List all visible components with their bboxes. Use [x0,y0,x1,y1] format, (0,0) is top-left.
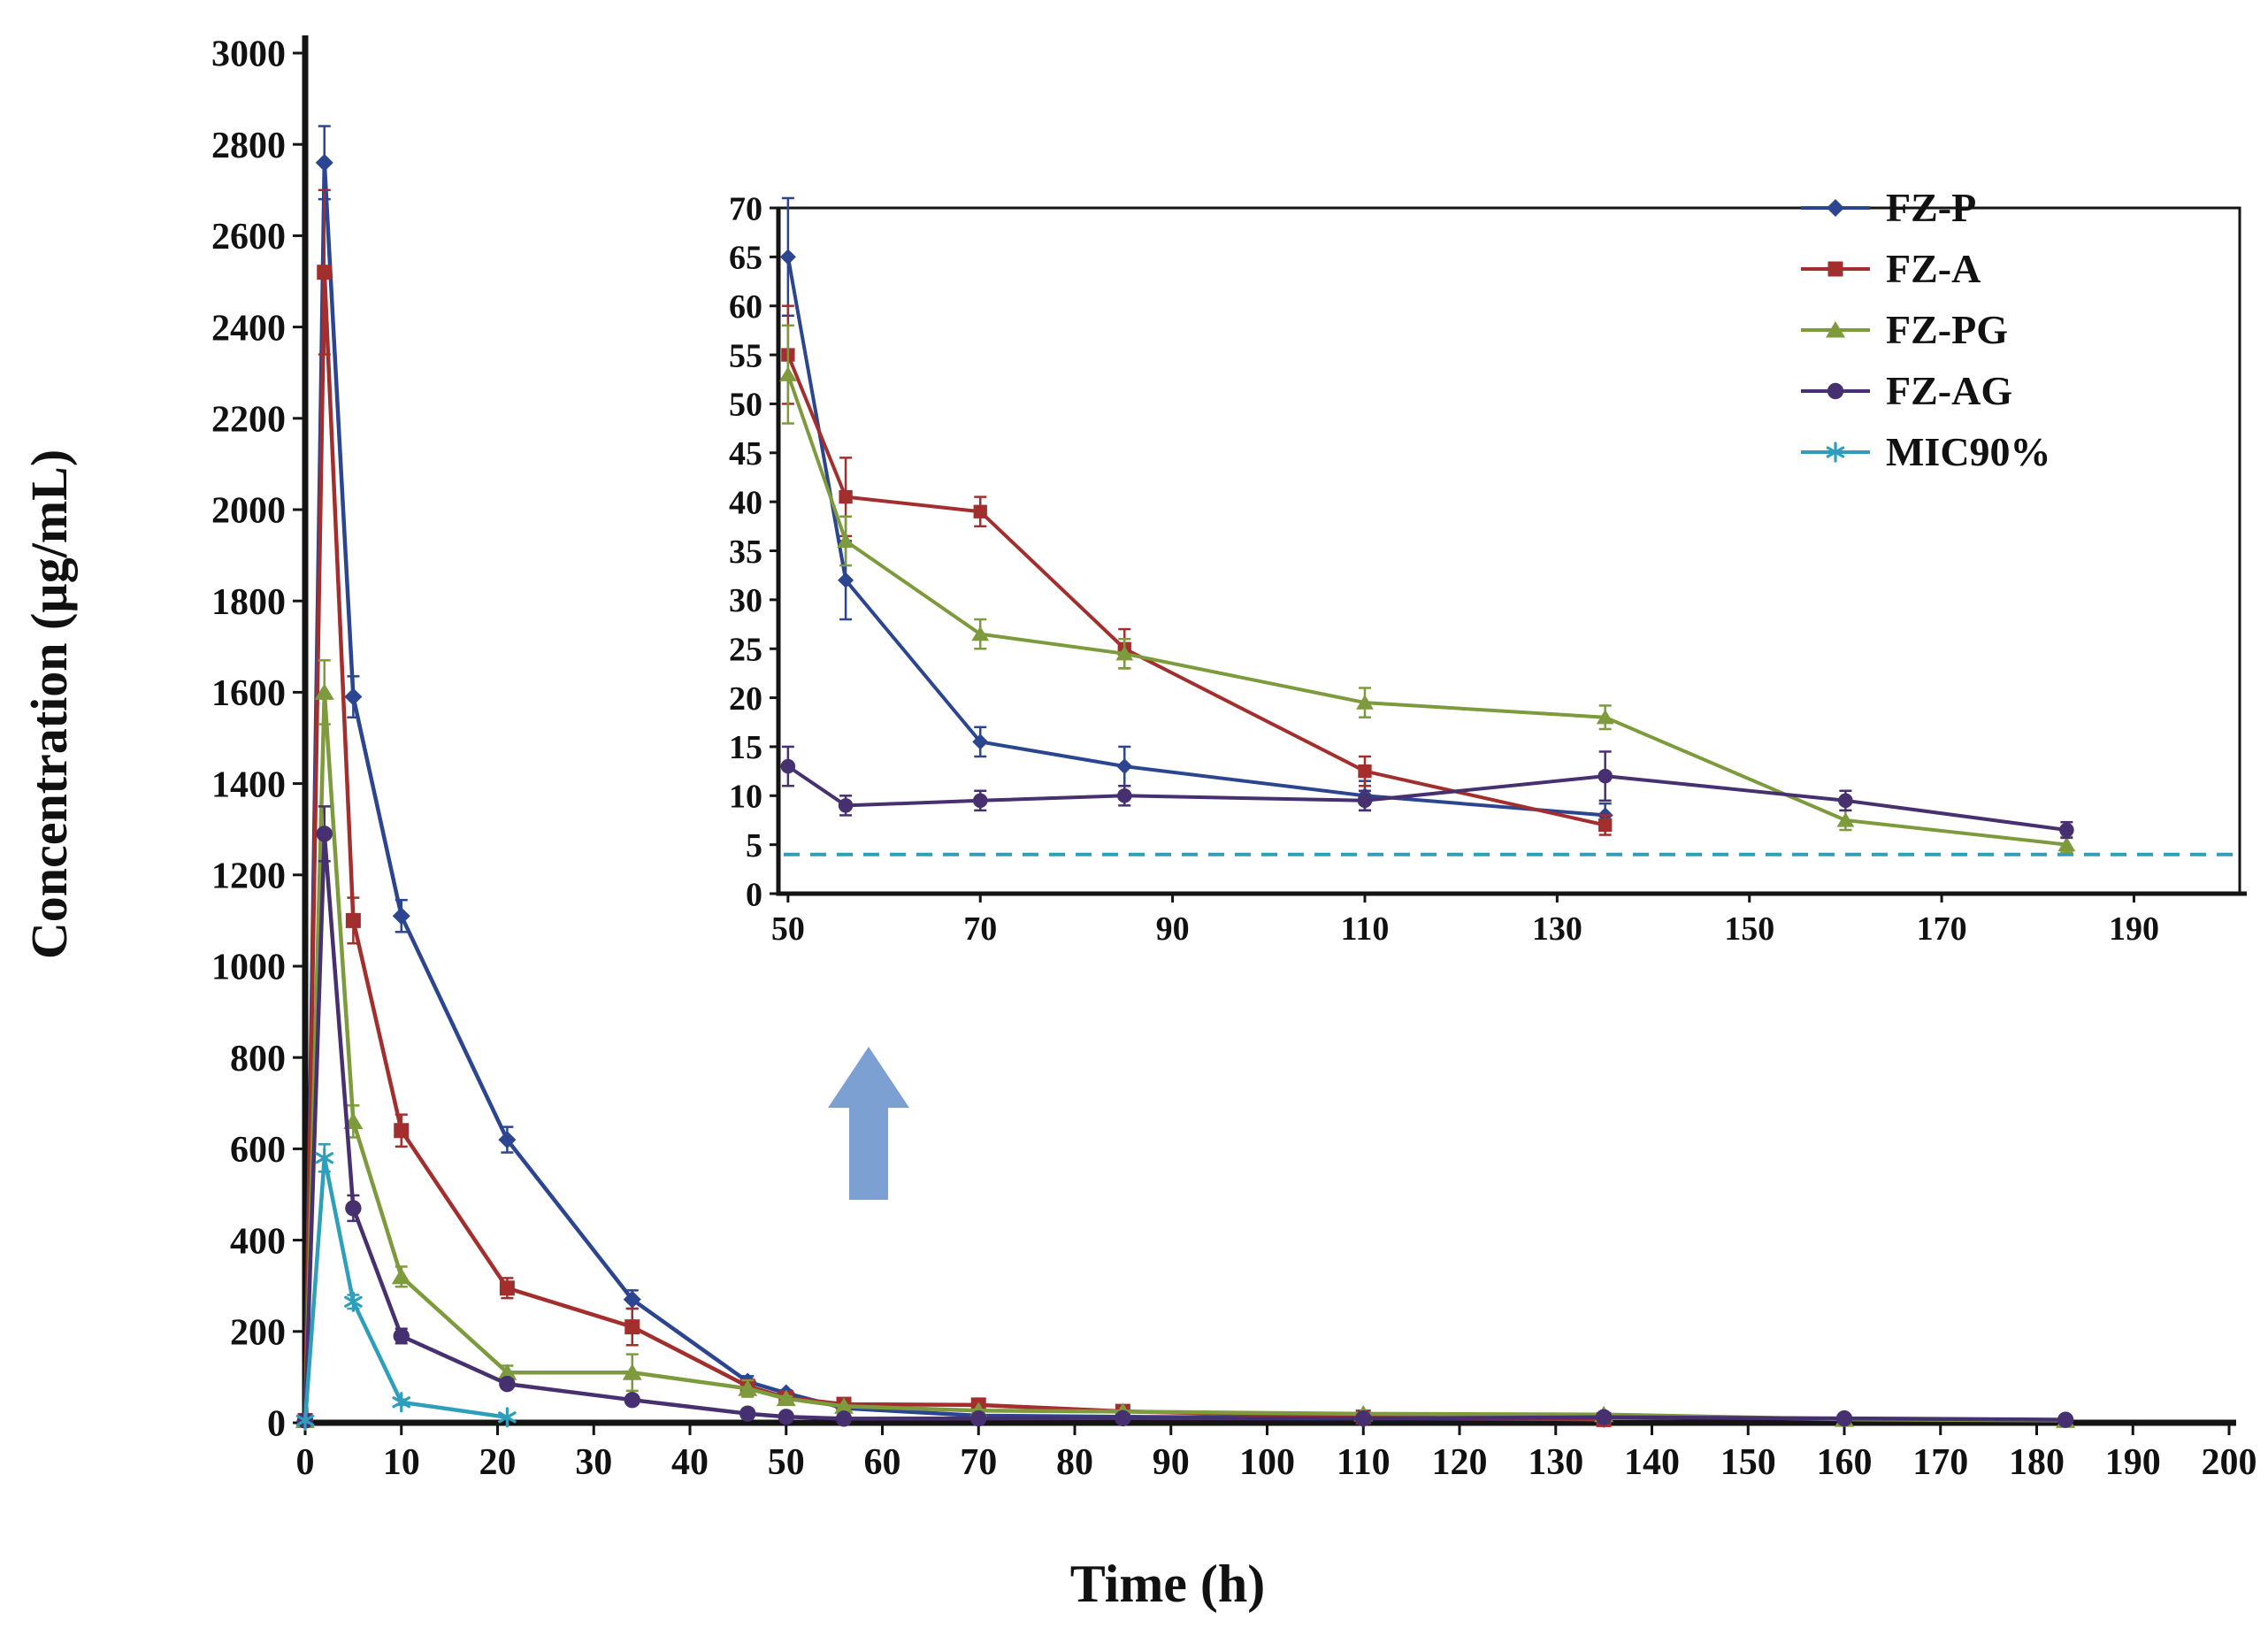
series-line-FZ-A [303,270,1606,1423]
svg-text:30: 30 [729,582,762,619]
svg-text:600: 600 [230,1130,286,1171]
svg-text:2600: 2600 [211,217,286,257]
y-axis-title: Concentration (µg/mL) [20,449,78,960]
legend-label: MIC90% [1886,429,2051,474]
svg-text:120: 120 [1432,1442,1488,1483]
square-marker-icon [1801,261,1870,276]
svg-text:150: 150 [1720,1442,1776,1483]
main-plot: 0 10 20 30 40 50 60 70 80 90 100 110 120 130 140 150 160… [211,35,2257,1483]
svg-text:2400: 2400 [211,308,286,349]
svg-text:60: 60 [729,288,762,326]
svg-text:90: 90 [1153,1442,1190,1483]
series-line-FZ-PG [785,373,2069,847]
asterisk-marker-icon [1801,441,1870,463]
legend-label: FZ-PG [1886,307,2008,352]
svg-text:55: 55 [729,337,762,374]
svg-text:70: 70 [960,1442,997,1483]
svg-text:1200: 1200 [211,856,286,897]
svg-text:15: 15 [729,729,762,766]
svg-text:400: 400 [230,1221,286,1262]
svg-text:65: 65 [729,240,762,277]
svg-text:130: 130 [1532,910,1582,948]
svg-text:190: 190 [2109,910,2159,948]
x-axis-title: Time (h) [1069,1555,1266,1613]
svg-text:35: 35 [729,534,762,571]
svg-text:0: 0 [267,1404,286,1445]
svg-text:90: 90 [1156,910,1190,948]
legend-item-FZ-PG: FZ-PG [1797,306,2051,353]
inset-pointer-arrow [828,1047,909,1200]
svg-text:2000: 2000 [211,491,286,532]
svg-text:0: 0 [296,1442,315,1483]
legend-item-FZ-P: FZ-P [1797,184,2051,231]
svg-text:70: 70 [729,190,762,227]
svg-text:180: 180 [2009,1442,2065,1483]
svg-text:60: 60 [864,1442,901,1483]
svg-text:45: 45 [729,435,762,472]
series-line-FZ-A [785,353,1607,827]
svg-text:50: 50 [771,910,805,948]
svg-text:70: 70 [963,910,997,948]
series-line-FZ-AG [785,764,2069,832]
svg-text:80: 80 [1056,1442,1093,1483]
legend-label: FZ-A [1886,246,1981,291]
legend-item-MIC90%: MIC90% [1797,428,2051,475]
inset-plot: 50 70 90 110 130 150 170 190 0 5 10 15 20 25 30 35 40 45 5… [729,190,2247,948]
legend: FZ-P FZ-A FZ-PG FZ-AG MIC90% [1797,184,2051,475]
svg-text:110: 110 [1337,1442,1391,1483]
svg-text:0: 0 [746,876,762,913]
svg-text:20: 20 [729,680,762,718]
series-line-FZ-P [303,160,1606,1423]
legend-item-FZ-AG: FZ-AG [1797,367,2051,414]
svg-text:160: 160 [1817,1442,1873,1483]
svg-text:170: 170 [1917,910,1967,948]
svg-text:30: 30 [575,1442,612,1483]
svg-text:25: 25 [729,632,762,669]
series-line-MIC90% [303,1156,510,1423]
svg-text:1400: 1400 [211,764,286,805]
svg-text:140: 140 [1624,1442,1680,1483]
svg-text:40: 40 [671,1442,709,1483]
svg-text:2200: 2200 [211,400,286,441]
svg-text:3000: 3000 [211,35,286,75]
svg-text:2800: 2800 [211,126,286,166]
legend-label: FZ-P [1886,185,1977,230]
svg-text:800: 800 [230,1039,286,1079]
svg-text:200: 200 [230,1313,286,1354]
series-line-FZ-P [785,255,1607,818]
svg-text:110: 110 [1341,910,1390,948]
svg-text:10: 10 [729,779,762,816]
legend-item-FZ-A: FZ-A [1797,245,2051,292]
legend-label: FZ-AG [1886,368,2013,413]
svg-text:130: 130 [1528,1442,1583,1483]
svg-text:20: 20 [479,1442,517,1483]
svg-text:100: 100 [1239,1442,1295,1483]
circle-marker-icon [1801,382,1870,399]
svg-text:1600: 1600 [211,673,286,714]
svg-text:50: 50 [729,387,762,424]
svg-text:1800: 1800 [211,582,286,623]
svg-text:50: 50 [768,1442,805,1483]
diamond-marker-icon [1801,198,1870,217]
svg-text:40: 40 [729,484,762,521]
svg-text:5: 5 [746,827,762,864]
svg-text:1000: 1000 [211,948,286,988]
svg-text:190: 190 [2105,1442,2161,1483]
svg-text:200: 200 [2202,1442,2257,1483]
triangle-marker-icon [1801,320,1870,337]
svg-text:150: 150 [1724,910,1774,948]
svg-text:170: 170 [1912,1442,1968,1483]
svg-text:10: 10 [383,1442,420,1483]
